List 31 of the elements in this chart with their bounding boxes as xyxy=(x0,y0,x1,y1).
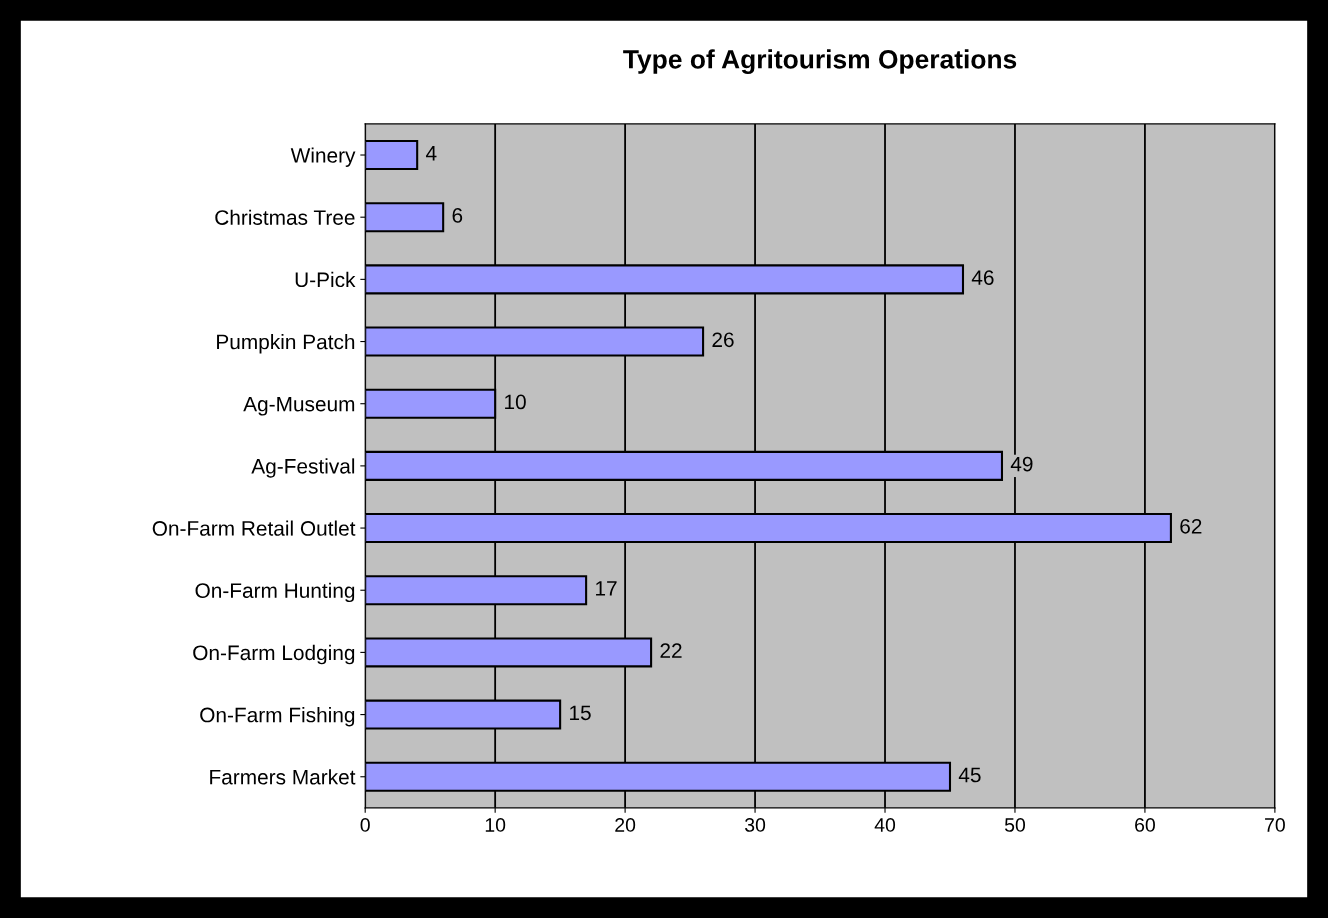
data-label: 22 xyxy=(660,643,682,658)
y-tick-label: Winery xyxy=(290,147,356,167)
data-label: 15 xyxy=(570,705,591,721)
y-tick-label: Christmas Tree xyxy=(215,209,355,225)
x-tick-label: 20 xyxy=(615,818,636,832)
y-tick-label: On-Farm Fishing xyxy=(200,707,355,727)
data-label: 26 xyxy=(712,332,734,348)
x-tick-label: 60 xyxy=(1135,818,1155,832)
data-label: 4 xyxy=(425,146,437,161)
data-label: 62 xyxy=(1180,518,1202,534)
x-tick-label: 40 xyxy=(874,818,896,832)
y-tick-label: U-Pick xyxy=(295,271,356,288)
y-tick-label: Farmers Market xyxy=(210,769,356,785)
data-label: 49 xyxy=(1010,456,1033,472)
x-tick-label: 0 xyxy=(360,818,370,832)
y-tick-label: Ag-Museum xyxy=(243,396,355,416)
y-tick-label: Pumpkin Patch xyxy=(217,333,355,354)
y-tick-label: On-Farm Retail Outlet xyxy=(152,520,356,536)
x-tick-label: 10 xyxy=(485,818,506,832)
data-label: 46 xyxy=(971,270,994,285)
x-tick-label: 70 xyxy=(1265,818,1285,832)
data-label: 6 xyxy=(452,208,463,223)
chart-title: Type of Agritourism Operations xyxy=(623,49,1017,74)
x-tick-label: 50 xyxy=(1004,818,1026,832)
y-tick-label: On-Farm Lodging xyxy=(193,644,355,665)
x-tick-label: 30 xyxy=(744,818,766,832)
data-label: 10 xyxy=(505,394,526,410)
y-tick-label: On-Farm Hunting xyxy=(195,582,355,603)
y-tick-label: Ag-Festival xyxy=(251,458,355,478)
data-label: 17 xyxy=(596,581,617,596)
data-label: 45 xyxy=(958,767,981,783)
